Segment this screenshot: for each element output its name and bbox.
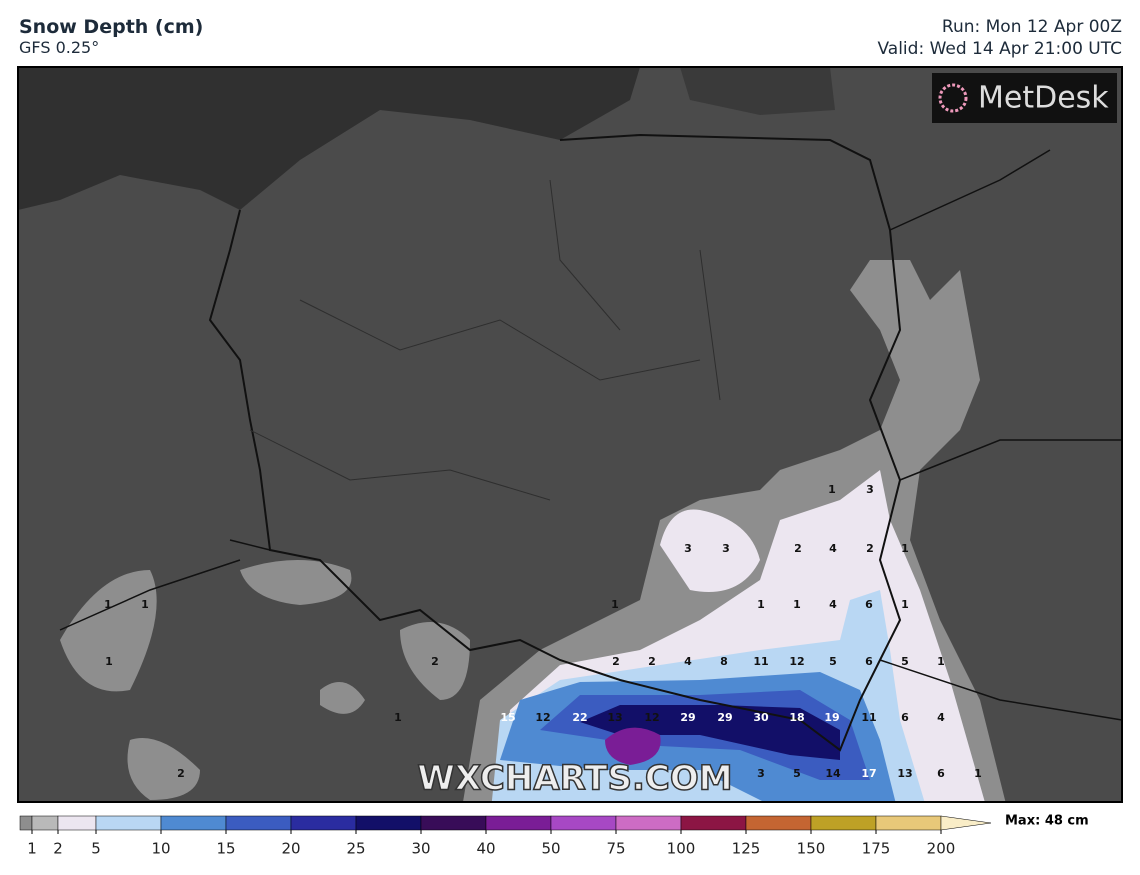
colorbar-segment [95, 815, 162, 831]
map-value: 19 [824, 711, 839, 724]
colorbar-tick-label: 1 [27, 840, 37, 858]
colorbar-tick-label: 200 [927, 840, 956, 858]
map-value: 30 [753, 711, 769, 724]
map-value: 1 [104, 598, 112, 611]
map-value: 1 [901, 598, 909, 611]
colorbar-segment [745, 815, 812, 831]
colorbar-tick-label: 100 [667, 840, 696, 858]
map-value: 1 [974, 767, 982, 780]
map-value: 5 [829, 655, 837, 668]
map-value: 12 [644, 711, 659, 724]
colorbar-tick-label: 75 [606, 840, 625, 858]
logo-icon [938, 83, 968, 113]
colorbar-segment [875, 815, 942, 831]
map-value: 1 [105, 655, 113, 668]
map-value: 1 [611, 598, 619, 611]
colorbar-tick-label: 15 [216, 840, 235, 858]
map-value: 1 [828, 483, 836, 496]
map-base: MetDesk WXCHARTS.COM [18, 67, 1122, 802]
colorbar-tick-label: 30 [411, 840, 430, 858]
map-value: 13 [897, 767, 912, 780]
map-value: 2 [794, 542, 802, 555]
colorbar-segment [680, 815, 747, 831]
map-value: 1 [901, 542, 909, 555]
map-value: 2 [866, 542, 874, 555]
colorbar-tick-label: 50 [541, 840, 560, 858]
map-value: 29 [717, 711, 732, 724]
colorbar-segment [810, 815, 877, 831]
map-value: 4 [829, 598, 837, 611]
run: Run: Mon 12 Apr 00Z [941, 17, 1122, 37]
map-value: 3 [722, 542, 730, 555]
map-value: 1 [141, 598, 149, 611]
colorbar-tick-label: 2 [53, 840, 63, 858]
colorbar-segment [31, 815, 59, 831]
colorbar-segment [615, 815, 682, 831]
colorbar-tick-label: 25 [346, 840, 365, 858]
map-value: 5 [793, 767, 801, 780]
colorbar-tick-label: 10 [151, 840, 170, 858]
map-value: 5 [901, 655, 909, 668]
max-label: Max: 48 cm [1005, 814, 1089, 829]
colorbar-tick-label: 5 [91, 840, 101, 858]
valid: Valid: Wed 14 Apr 21:00 UTC [877, 39, 1122, 59]
map-value: 12 [789, 655, 804, 668]
colorbar-segment [420, 815, 487, 831]
colorbar-segment [485, 815, 552, 831]
colorbar-segment [160, 815, 227, 831]
map-value: 18 [789, 711, 804, 724]
map-value: 11 [753, 655, 768, 668]
colorbar-arrow [940, 815, 992, 831]
map-value: 6 [865, 655, 873, 668]
colorbar-tick-label: 150 [797, 840, 826, 858]
map-value: 3 [757, 767, 765, 780]
map-value: 13 [607, 711, 622, 724]
map-value: 11 [861, 711, 876, 724]
map-value: 6 [937, 767, 945, 780]
map-value: 2 [648, 655, 656, 668]
colorbar-segment [355, 815, 422, 831]
colorbar-tick-label: 125 [732, 840, 761, 858]
colorbar-tick-label: 175 [862, 840, 891, 858]
map-value: 1 [757, 598, 765, 611]
map-value: 22 [572, 711, 587, 724]
colorbar-tick-label: 40 [476, 840, 495, 858]
map-value: 2 [177, 767, 185, 780]
map-value: 1 [793, 598, 801, 611]
map-value: 6 [901, 711, 909, 724]
map-value: 1 [937, 655, 945, 668]
colorbar-segment [225, 815, 292, 831]
map-value: 3 [684, 542, 692, 555]
colorbar-tick-label: 20 [281, 840, 300, 858]
colorbar-segment [550, 815, 617, 831]
colorbar-segment [19, 815, 33, 831]
map-value: 4 [937, 711, 945, 724]
model: GFS 0.25° [19, 38, 100, 57]
map-value: 4 [829, 542, 837, 555]
watermark: WXCHARTS.COM [417, 759, 732, 799]
map-value: 1 [394, 711, 402, 724]
title: Snow Depth (cm) [19, 16, 204, 38]
map-value: 8 [720, 655, 728, 668]
map-value: 4 [684, 655, 692, 668]
map-value: 2 [612, 655, 620, 668]
map-value: 14 [825, 767, 841, 780]
map-value: 3 [866, 483, 874, 496]
map-value: 6 [865, 598, 873, 611]
colorbar-segment [290, 815, 357, 831]
map-value: 12 [535, 711, 550, 724]
map-value: 17 [861, 767, 876, 780]
map-value: 15 [500, 711, 515, 724]
map-value: 29 [680, 711, 695, 724]
logo-box [932, 73, 1117, 123]
map-value: 2 [431, 655, 439, 668]
logo: MetDesk [978, 81, 1109, 116]
colorbar-segment [57, 815, 97, 831]
